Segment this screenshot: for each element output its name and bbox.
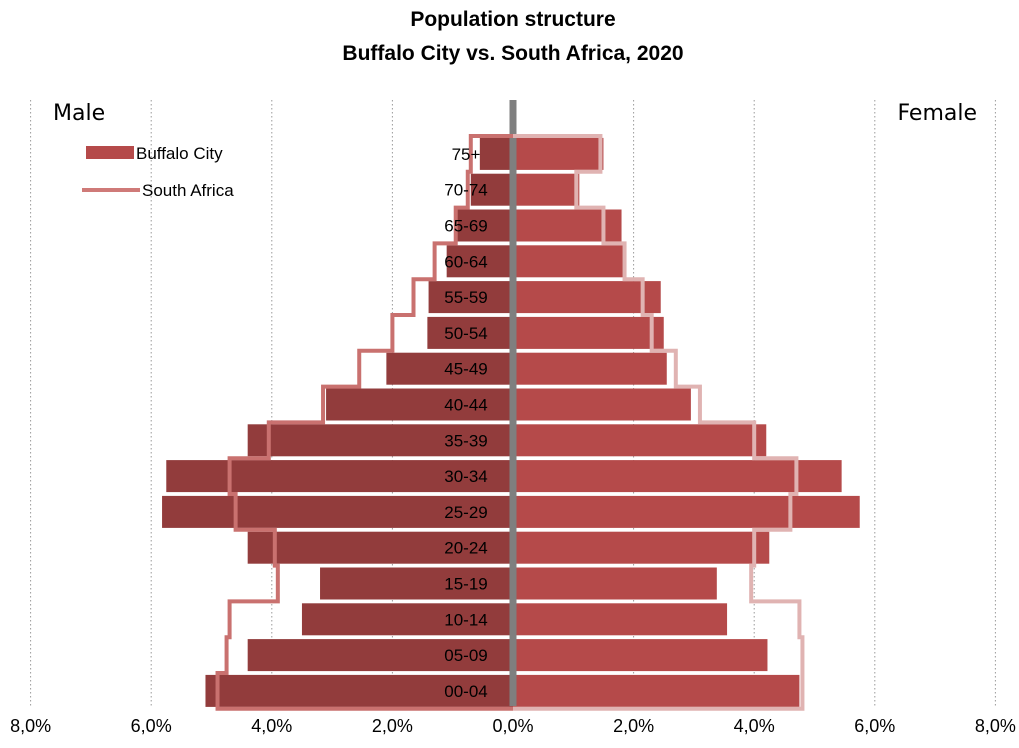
legend-label-buffalo-city: Buffalo City — [136, 144, 223, 163]
age-label-20-24: 20-24 — [444, 539, 487, 558]
age-label-70-74: 70-74 — [444, 181, 487, 200]
legend: Buffalo City South Africa — [82, 144, 234, 200]
female-label: Female — [897, 101, 977, 126]
bar-male-20-24 — [247, 531, 513, 564]
x-tick-labels: 8,0% 6,0% 4,0% 2,0% 0,0% 2,0% 4,0% 6,0% 8,0% — [10, 716, 1016, 736]
chart-title: Population structure — [410, 8, 615, 31]
age-label-15-19: 15-19 — [444, 575, 487, 594]
age-label-40-44: 40-44 — [444, 396, 487, 415]
bar-female-55-59 — [513, 281, 661, 314]
male-label: Male — [53, 101, 105, 126]
bar-male-60-64 — [446, 245, 513, 278]
age-label-60-64: 60-64 — [444, 252, 487, 271]
legend-swatch-buffalo-city — [86, 146, 134, 159]
age-label-30-34: 30-34 — [444, 467, 487, 486]
bar-female-50-54 — [513, 316, 664, 349]
age-label-50-54: 50-54 — [444, 324, 487, 343]
bar-male-15-19 — [320, 567, 513, 600]
south-africa-lines — [215, 134, 805, 711]
bar-female-35-39 — [513, 424, 767, 457]
center-axis — [509, 100, 517, 706]
bar-male-25-29 — [162, 495, 513, 528]
bar-male-55-59 — [428, 281, 513, 314]
line-south-africa-female — [513, 134, 805, 711]
bar-female-75+ — [513, 137, 604, 170]
chart-subtitle: Buffalo City vs. South Africa, 2020 — [342, 42, 683, 65]
age-label-05-09: 05-09 — [444, 646, 487, 665]
bar-male-30-34 — [166, 460, 513, 493]
age-label-35-39: 35-39 — [444, 431, 487, 450]
bar-male-70-74 — [470, 173, 513, 206]
bars — [162, 100, 860, 707]
bar-female-20-24 — [513, 531, 770, 564]
bar-female-25-29 — [513, 495, 860, 528]
x-tick-label: 6,0% — [131, 716, 172, 736]
age-label-65-69: 65-69 — [444, 217, 487, 236]
x-tick-label: 2,0% — [372, 716, 413, 736]
age-label-55-59: 55-59 — [444, 288, 487, 307]
age-label-00-04: 00-04 — [444, 682, 487, 701]
bar-female-70-74 — [513, 173, 580, 206]
bar-female-15-19 — [513, 567, 717, 600]
age-labels: 75+ 70-74 65-69 60-64 55-59 50-54 45-49 40-44 35… — [444, 145, 487, 701]
x-tick-label: 8,0% — [10, 716, 51, 736]
x-tick-label: 8,0% — [975, 716, 1016, 736]
bar-male-00-04 — [205, 674, 513, 707]
bar-female-40-44 — [513, 388, 691, 421]
bar-female-60-64 — [513, 245, 625, 278]
bar-male-45-49 — [386, 352, 513, 385]
x-tick-label: 4,0% — [734, 716, 775, 736]
x-tick-label: 4,0% — [251, 716, 292, 736]
x-tick-label: 2,0% — [613, 716, 654, 736]
age-label-45-49: 45-49 — [444, 360, 487, 379]
bar-male-05-09 — [247, 639, 513, 672]
bar-female-00-04 — [513, 674, 800, 707]
x-tick-label: 6,0% — [854, 716, 895, 736]
age-label-10-14: 10-14 — [444, 610, 487, 629]
bar-female-30-34 — [513, 460, 842, 493]
bar-male-10-14 — [301, 603, 513, 636]
bar-female-05-09 — [513, 639, 768, 672]
bar-male-75+ — [479, 137, 513, 170]
bar-male-65-69 — [455, 209, 513, 242]
age-label-75+: 75+ — [452, 145, 481, 164]
x-tick-label: 0,0% — [492, 716, 533, 736]
bar-female-10-14 — [513, 603, 728, 636]
bar-male-50-54 — [427, 316, 513, 349]
line-south-africa-male — [215, 134, 513, 711]
bar-male-40-44 — [326, 388, 513, 421]
bar-male-35-39 — [247, 424, 513, 457]
age-label-25-29: 25-29 — [444, 503, 487, 522]
bar-female-45-49 — [513, 352, 667, 385]
legend-label-south-africa: South Africa — [142, 181, 234, 200]
